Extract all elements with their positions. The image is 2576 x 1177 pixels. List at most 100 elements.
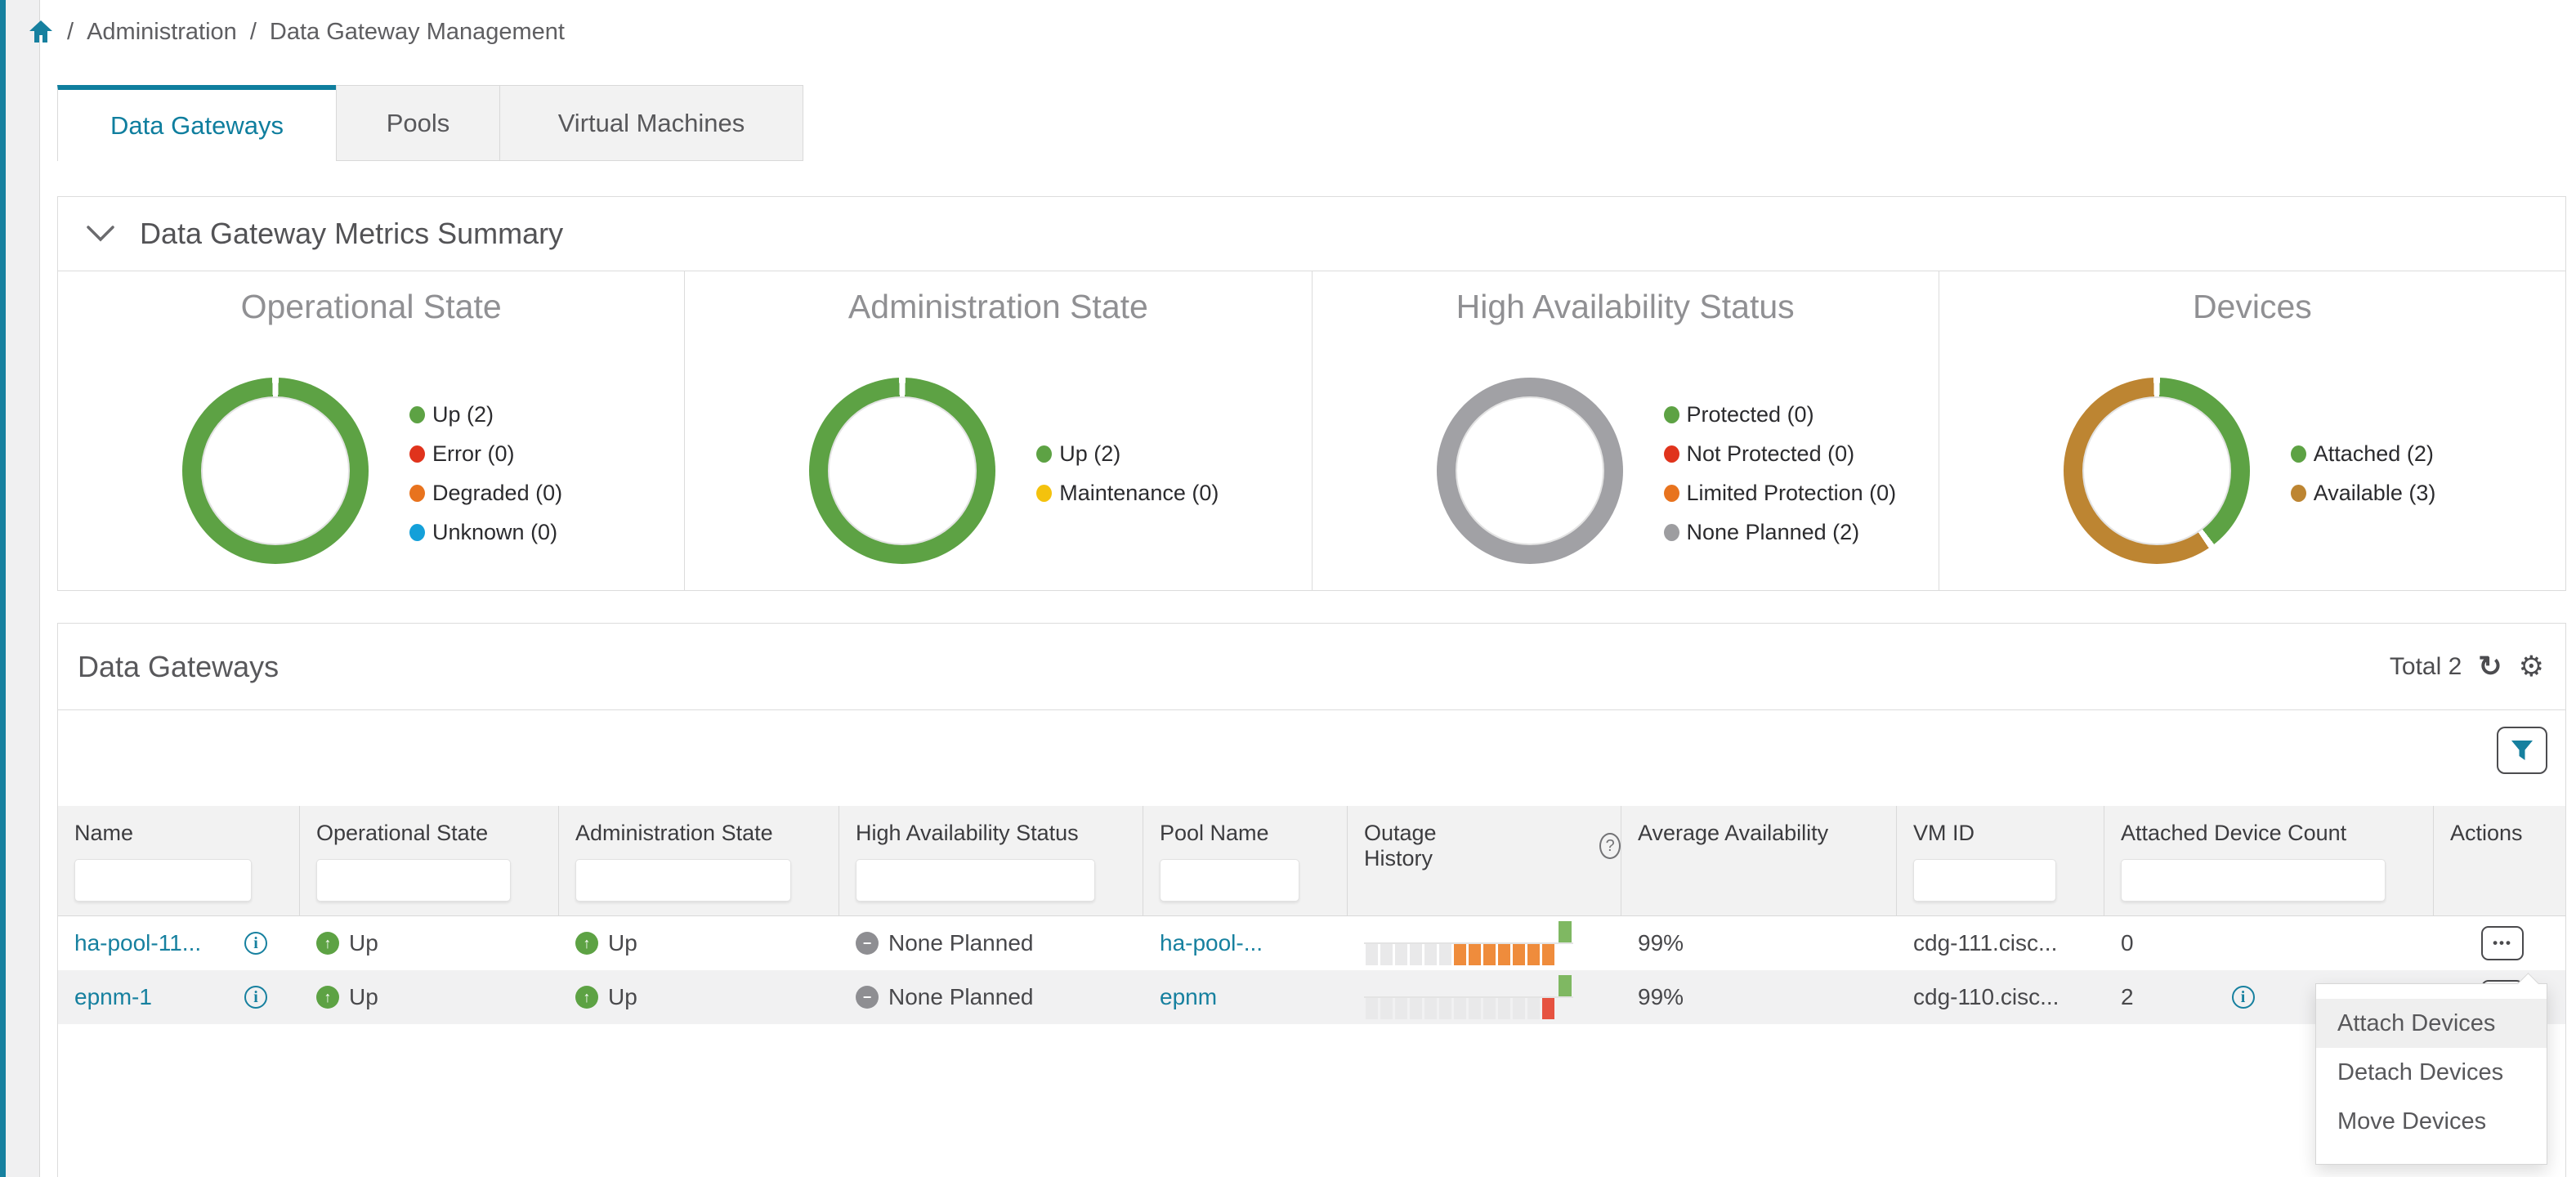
column-label[interactable]: High Availability Status bbox=[856, 821, 1143, 846]
row-actions-menu: Attach Devices Detach Devices Move Devic… bbox=[2315, 983, 2547, 1165]
vm-id-cell: cdg-111.cisc... bbox=[1897, 930, 2104, 956]
legend-item: Error (0) bbox=[409, 441, 562, 467]
chart-administration-state: Administration State Up (2) Maintenance … bbox=[685, 271, 1312, 590]
operational-state-legend: Up (2) Error (0) Degraded (0) Unknown (0… bbox=[409, 390, 562, 557]
menu-item-detach-devices[interactable]: Detach Devices bbox=[2316, 1048, 2547, 1097]
column-label[interactable]: Outage History? bbox=[1364, 821, 1621, 871]
filter-button[interactable] bbox=[2497, 727, 2547, 774]
data-gateway-management-page: { "colors": { "accent_teal": "#16809f", … bbox=[0, 0, 2576, 1177]
table-row[interactable]: epnm-1 i ↑ Up ↑ Up − None Planned epnm bbox=[58, 970, 2565, 1024]
filter-input-high-availability-status[interactable] bbox=[856, 859, 1095, 902]
help-icon[interactable]: ? bbox=[1599, 833, 1621, 859]
gateway-name-link[interactable]: epnm-1 bbox=[74, 984, 244, 1010]
chart-title: High Availability Status bbox=[1313, 288, 1939, 326]
administration-state-cell: ↑ Up bbox=[559, 930, 839, 956]
legend-dot-available bbox=[2291, 485, 2306, 502]
metrics-charts-row: Operational State Up (2) Error (0) Degra… bbox=[58, 271, 2565, 590]
filter-input-attached-device-count[interactable] bbox=[2121, 859, 2386, 902]
legend-item: Unknown (0) bbox=[409, 520, 562, 545]
column-outage-history: Outage History? bbox=[1348, 806, 1621, 915]
filter-input-vm-id[interactable] bbox=[1913, 859, 2056, 902]
status-text: Up bbox=[608, 984, 637, 1010]
column-actions: Actions bbox=[2434, 806, 2565, 915]
devices-donut bbox=[2064, 378, 2250, 564]
column-average-availability: Average Availability bbox=[1621, 806, 1897, 915]
actions-cell: ••• bbox=[2434, 926, 2565, 960]
table-header-row: Name Operational State Administration St… bbox=[58, 806, 2565, 916]
device-count: 2 bbox=[2121, 984, 2134, 1010]
data-gateways-table: Name Operational State Administration St… bbox=[58, 806, 2565, 1024]
column-label[interactable]: Average Availability bbox=[1638, 821, 1896, 846]
column-attached-device-count: Attached Device Count bbox=[2104, 806, 2434, 915]
legend-dot-up bbox=[409, 406, 425, 423]
menu-item-move-devices[interactable]: Move Devices bbox=[2316, 1097, 2547, 1146]
legend-item: Not Protected (0) bbox=[1664, 441, 1897, 467]
legend-item: Available (3) bbox=[2291, 481, 2436, 506]
breadcrumb-separator: / bbox=[67, 19, 74, 46]
chart-title: Devices bbox=[1939, 288, 2565, 326]
tab-virtual-machines[interactable]: Virtual Machines bbox=[499, 85, 803, 161]
column-label: Actions bbox=[2450, 821, 2565, 846]
legend-dot-unknown bbox=[409, 524, 425, 541]
data-gateways-panel: Data Gateways Total 2 ↻ ⚙ Name Operation… bbox=[57, 623, 2566, 1177]
tab-bar: Data Gateways Pools Virtual Machines bbox=[57, 85, 803, 161]
outage-history-cell bbox=[1348, 974, 1621, 1020]
status-text: None Planned bbox=[888, 984, 1033, 1010]
column-label[interactable]: Pool Name bbox=[1160, 821, 1347, 846]
legend-item: Protected (0) bbox=[1664, 402, 1897, 427]
tab-pools[interactable]: Pools bbox=[336, 85, 500, 161]
column-label[interactable]: Name bbox=[74, 821, 299, 846]
column-vm-id: VM ID bbox=[1897, 806, 2104, 915]
filter-toolbar bbox=[58, 710, 2565, 806]
info-icon[interactable]: i bbox=[244, 986, 267, 1009]
gear-icon[interactable]: ⚙ bbox=[2519, 652, 2544, 681]
average-availability-cell: 99% bbox=[1621, 984, 1897, 1010]
chart-high-availability-status: High Availability Status Protected (0) N… bbox=[1313, 271, 1939, 590]
home-icon[interactable] bbox=[28, 19, 54, 45]
breadcrumb-item-administration[interactable]: Administration bbox=[87, 19, 237, 46]
chart-operational-state: Operational State Up (2) Error (0) Degra… bbox=[58, 271, 685, 590]
pool-name-link[interactable]: ha-pool-... bbox=[1160, 930, 1263, 956]
filter-input-administration-state[interactable] bbox=[575, 859, 791, 902]
filter-input-operational-state[interactable] bbox=[316, 859, 511, 902]
column-label[interactable]: Administration State bbox=[575, 821, 839, 846]
chart-title: Operational State bbox=[58, 288, 684, 326]
legend-dot-protected bbox=[1664, 406, 1679, 423]
average-availability-cell: 99% bbox=[1621, 930, 1897, 956]
chart-devices: Devices Attached (2) Available (3) bbox=[1939, 271, 2565, 590]
legend-dot-degraded bbox=[409, 485, 425, 502]
tab-data-gateways[interactable]: Data Gateways bbox=[57, 85, 337, 161]
pool-name-link[interactable]: epnm bbox=[1160, 984, 1217, 1010]
table-row[interactable]: ha-pool-11... i ↑ Up ↑ Up − None Planned… bbox=[58, 916, 2565, 970]
column-name: Name bbox=[58, 806, 300, 915]
column-pool-name: Pool Name bbox=[1143, 806, 1348, 915]
menu-item-attach-devices[interactable]: Attach Devices bbox=[2316, 999, 2547, 1048]
data-gateways-panel-header: Data Gateways Total 2 ↻ ⚙ bbox=[58, 624, 2565, 710]
name-cell: epnm-1 i bbox=[58, 984, 300, 1010]
status-text: Up bbox=[349, 984, 378, 1010]
filter-input-pool-name[interactable] bbox=[1160, 859, 1299, 902]
chevron-down-icon[interactable] bbox=[86, 225, 115, 243]
legend-item: Up (2) bbox=[1036, 441, 1219, 467]
legend-item: None Planned (2) bbox=[1664, 520, 1897, 545]
column-label[interactable]: Operational State bbox=[316, 821, 558, 846]
info-icon[interactable]: i bbox=[244, 932, 267, 955]
column-label[interactable]: VM ID bbox=[1913, 821, 2104, 846]
gateway-name-link[interactable]: ha-pool-11... bbox=[74, 930, 244, 956]
legend-label: Maintenance (0) bbox=[1059, 481, 1219, 506]
info-icon[interactable]: i bbox=[2232, 986, 2255, 1009]
column-label[interactable]: Attached Device Count bbox=[2121, 821, 2433, 846]
refresh-icon[interactable]: ↻ bbox=[2478, 652, 2502, 681]
legend-label: None Planned (2) bbox=[1687, 520, 1860, 545]
row-actions-button[interactable]: ••• bbox=[2481, 926, 2524, 960]
outage-bars bbox=[1366, 944, 1554, 965]
outage-history-sparkline bbox=[1364, 974, 1576, 1020]
breadcrumb-item-data-gateway-management: Data Gateway Management bbox=[270, 19, 565, 46]
metrics-summary-header[interactable]: Data Gateway Metrics Summary bbox=[58, 197, 2565, 271]
filter-input-name[interactable] bbox=[74, 859, 252, 902]
administration-state-legend: Up (2) Maintenance (0) bbox=[1036, 390, 1219, 557]
attached-device-count-cell: 0 i bbox=[2104, 930, 2434, 956]
current-status-bar bbox=[1559, 975, 1572, 996]
legend-label: Not Protected (0) bbox=[1687, 441, 1855, 467]
column-label-text: Outage History bbox=[1364, 821, 1477, 871]
